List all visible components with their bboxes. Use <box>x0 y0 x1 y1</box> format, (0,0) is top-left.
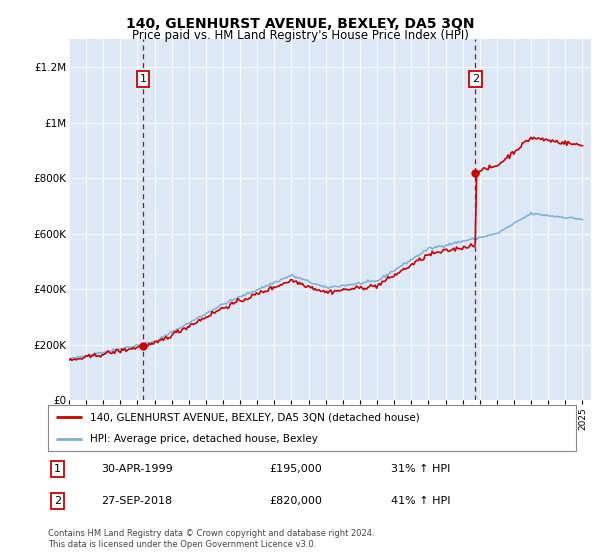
Text: £820,000: £820,000 <box>270 496 323 506</box>
Text: Price paid vs. HM Land Registry's House Price Index (HPI): Price paid vs. HM Land Registry's House … <box>131 29 469 42</box>
Text: 2: 2 <box>54 496 61 506</box>
Text: 31% ↑ HPI: 31% ↑ HPI <box>391 464 451 474</box>
Text: Contains HM Land Registry data © Crown copyright and database right 2024.
This d: Contains HM Land Registry data © Crown c… <box>48 529 374 549</box>
Text: 27-SEP-2018: 27-SEP-2018 <box>101 496 172 506</box>
Text: 41% ↑ HPI: 41% ↑ HPI <box>391 496 451 506</box>
Text: 140, GLENHURST AVENUE, BEXLEY, DA5 3QN (detached house): 140, GLENHURST AVENUE, BEXLEY, DA5 3QN (… <box>90 412 420 422</box>
Text: 2: 2 <box>472 74 479 84</box>
Text: HPI: Average price, detached house, Bexley: HPI: Average price, detached house, Bexl… <box>90 435 318 444</box>
Text: 140, GLENHURST AVENUE, BEXLEY, DA5 3QN: 140, GLENHURST AVENUE, BEXLEY, DA5 3QN <box>126 17 474 31</box>
Text: 30-APR-1999: 30-APR-1999 <box>101 464 173 474</box>
Text: 1: 1 <box>54 464 61 474</box>
Text: 1: 1 <box>140 74 146 84</box>
Text: £195,000: £195,000 <box>270 464 323 474</box>
